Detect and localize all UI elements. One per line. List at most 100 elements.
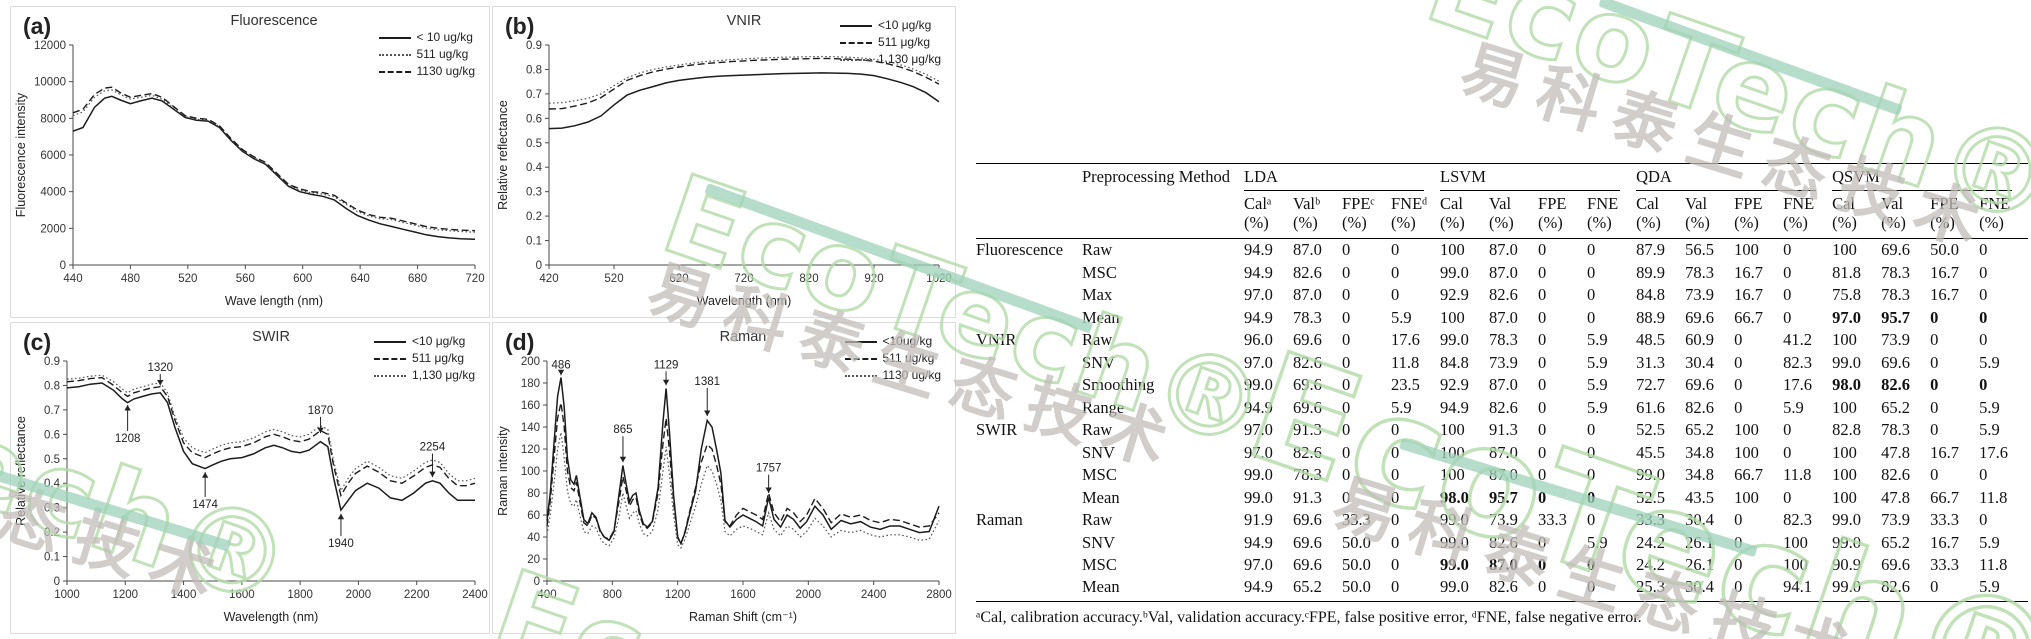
x-tick-label: 620	[669, 273, 688, 285]
value-cell: 78.3	[1293, 307, 1322, 327]
value-cell: 69.6	[1293, 397, 1322, 417]
value-cell: 0	[1930, 397, 1939, 417]
value-cell: 99.0	[1832, 510, 1861, 530]
value-cell: 91.9	[1244, 510, 1273, 530]
value-cell: 16.7	[1930, 532, 1959, 552]
value-cell: 61.6	[1636, 397, 1665, 417]
modality-cell: Fluorescence	[976, 240, 1064, 260]
y-tick-label: 0.5	[44, 454, 60, 466]
legend-item: <10ug/kg	[844, 333, 942, 350]
y-tick-label: 180	[521, 378, 540, 390]
value-cell: 5.9	[1587, 352, 1608, 372]
value-cell: 24.2	[1636, 532, 1665, 552]
method-cell: Raw	[1082, 510, 1113, 530]
metric-header: Cal (%)	[1440, 191, 1490, 239]
fluorescence-chart: Fluorescence 0 2000 4000 6000 8000 10000 12000 4…	[14, 13, 485, 308]
value-cell: 33.3	[1342, 510, 1371, 530]
value-cell: 0	[1538, 240, 1547, 260]
y-tick-label: 0.9	[44, 356, 60, 368]
table-header-row: Preprocessing Method LDA LSVM QDA QSVM	[976, 163, 2029, 239]
y-tick-label: 0.7	[44, 405, 60, 417]
value-cell: 0	[1930, 307, 1939, 327]
value-cell: 87.0	[1489, 555, 1518, 574]
table-subheader-row: Calᵃ (%) Valᵇ (%) FPEᶜ (%) FNEᵈ (%) Cal (%) Val (%)…	[976, 191, 2029, 239]
legend-vnir: <10 μg/kg 511 μg/kg 1,130 μg/kg	[840, 17, 941, 68]
value-cell: 69.6	[1293, 510, 1322, 530]
value-cell: 0	[1391, 465, 1400, 485]
value-cell: 0	[1538, 397, 1547, 417]
value-cell: 69.6	[1881, 555, 1910, 574]
value-cell: 50.0	[1342, 575, 1391, 602]
value-cell: 0	[1391, 240, 1400, 260]
legend-label: 1,130 μg/kg	[878, 52, 941, 66]
peak-annotation-label: 1757	[756, 463, 782, 475]
series-511 ug/kg	[72, 89, 476, 233]
value-cell: 69.6	[1881, 240, 1910, 260]
peak-annotation-label: 1474	[192, 499, 218, 511]
value-cell: 73.9	[1685, 285, 1714, 305]
value-cell: 65.2	[1881, 532, 1910, 552]
x-axis-label: Wavelength (nm)	[697, 294, 792, 308]
value-cell: 0	[1538, 532, 1547, 552]
x-tick-label: 520	[604, 273, 623, 285]
value-cell: 5.9	[1587, 532, 1608, 552]
model-group-header: QSVM	[1832, 163, 2029, 191]
value-cell: 0	[1342, 487, 1351, 507]
y-tick-label: 6000	[40, 150, 66, 162]
value-cell: 99.0	[1440, 575, 1490, 602]
value-cell: 82.6	[1489, 575, 1539, 602]
value-cell: 82.6	[1489, 397, 1518, 417]
metric-header: Valᵇ (%)	[1293, 191, 1342, 239]
metric-header: Val (%)	[1685, 191, 1735, 239]
metric-header: FPE (%)	[1930, 191, 1980, 239]
value-cell: 5.9	[1587, 330, 1608, 350]
legend-label: 1130 ug/kg	[416, 64, 476, 78]
value-cell: 99.0	[1832, 532, 1861, 552]
y-tick-label: 0.2	[44, 527, 60, 539]
table-row: Raman Raw 91.9 69.6 33.3 0 99.0 73.9 33.3 0 33.3 30…	[976, 509, 2028, 531]
value-cell: 0	[1342, 285, 1351, 305]
value-cell: 100	[1832, 330, 1857, 350]
value-cell: 100	[1832, 397, 1857, 417]
value-cell: 99.0	[1832, 575, 1882, 602]
value-cell: 100	[1440, 465, 1465, 485]
method-cell: Mean	[1082, 487, 1120, 507]
peak-annotation-label: 486	[551, 359, 570, 371]
value-cell: 88.9	[1636, 307, 1665, 327]
value-cell: 84.8	[1440, 352, 1469, 372]
x-tick-label: 2000	[346, 589, 372, 601]
value-cell: 94.9	[1440, 397, 1469, 417]
value-cell: 0	[1587, 285, 1596, 305]
value-cell: 5.9	[1391, 307, 1412, 327]
value-cell: 0	[1734, 532, 1743, 552]
value-cell: 0	[1342, 307, 1351, 327]
y-tick-label: 0.4	[526, 162, 543, 174]
panel-letter-a: (a)	[23, 13, 52, 39]
table-row: SWIR Raw 97.0 91.3 0 0 100 91.3 0 0 52.5 65.2 100 0 82…	[976, 419, 2028, 441]
legend-line-sample	[840, 41, 873, 44]
value-cell: 73.9	[1881, 510, 1910, 530]
value-cell: 94.9	[1244, 307, 1273, 327]
method-cell: Max	[1082, 285, 1113, 305]
legend-item: 511 ug/kg	[844, 350, 942, 367]
y-tick-label: 0.8	[44, 380, 60, 392]
value-cell: 65.2	[1293, 575, 1342, 602]
value-cell: 41.2	[1783, 330, 1812, 350]
x-tick-label: 1200	[112, 589, 138, 601]
y-tick-label: 12000	[34, 40, 66, 52]
value-cell: 11.8	[1979, 487, 2008, 507]
metric-header: FNE (%)	[1979, 191, 2029, 239]
value-cell: 92.9	[1440, 375, 1469, 395]
x-tick-label: 1600	[229, 589, 255, 601]
legend-raman: <10ug/kg 511 ug/kg 1130 ug/kg	[844, 333, 942, 384]
value-cell: 95.7	[1881, 307, 1910, 327]
value-cell: 91.3	[1293, 420, 1322, 440]
value-cell: 69.6	[1293, 555, 1322, 574]
value-cell: 87.0	[1489, 442, 1518, 462]
y-tick-label: 2000	[40, 223, 66, 235]
legend-label: <10 μg/kg	[878, 18, 932, 32]
value-cell: 33.3	[1930, 555, 1959, 574]
value-cell: 0	[1391, 285, 1400, 305]
value-cell: 34.8	[1685, 465, 1714, 485]
